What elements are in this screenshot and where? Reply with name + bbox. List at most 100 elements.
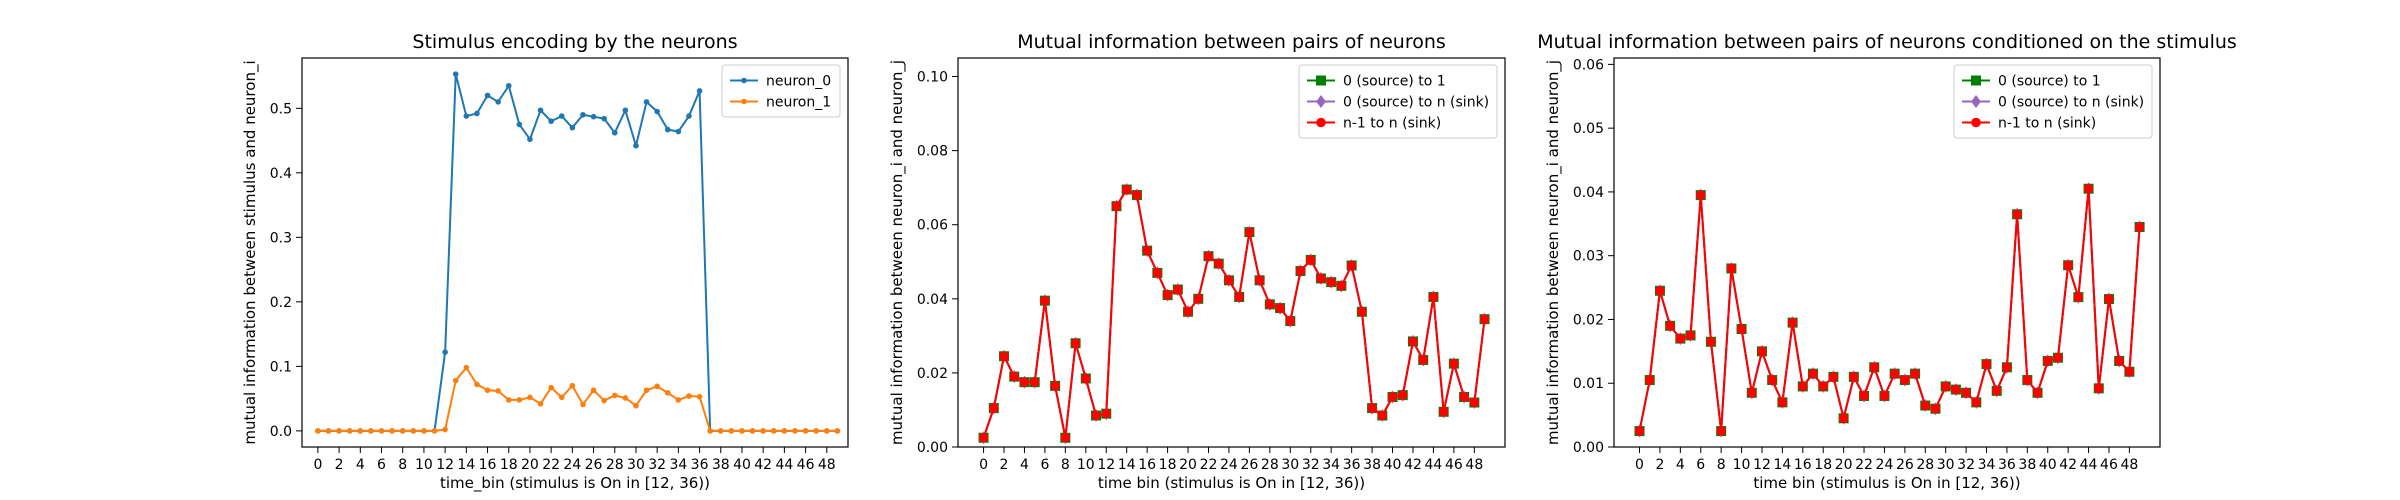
- data-point: [760, 428, 766, 434]
- data-point: [580, 111, 586, 118]
- data-point: [357, 428, 364, 434]
- x-tick-label: 22: [1200, 457, 1218, 473]
- x-tick-label: 18: [1814, 457, 1832, 473]
- data-point: [1675, 333, 1686, 344]
- x-tick-label: 24: [1876, 457, 1894, 473]
- data-point: [1019, 377, 1030, 387]
- data-point: [622, 107, 629, 114]
- data-point: [1777, 397, 1788, 408]
- data-point: [1818, 381, 1829, 392]
- x-tick-label: 36: [1343, 457, 1361, 473]
- x-tick-label: 42: [2059, 457, 2077, 473]
- data-point: [1101, 408, 1112, 419]
- data-point: [442, 426, 448, 433]
- data-point: [1459, 392, 1469, 402]
- data-point: [580, 401, 586, 408]
- legend-box: [721, 64, 841, 118]
- chart-title: Mutual information between pairs of neur…: [1537, 31, 2237, 53]
- x-tick-label: 38: [712, 457, 730, 473]
- x-tick-label: 14: [457, 457, 475, 473]
- y-axis-label: mutual information between neuron_i and …: [888, 60, 907, 445]
- data-point: [452, 377, 459, 384]
- data-point: [421, 428, 427, 434]
- x-tick-label: 32: [1302, 457, 1320, 473]
- x-tick-label: 4: [1020, 457, 1029, 473]
- data-point: [717, 428, 724, 434]
- data-point: [474, 381, 480, 388]
- x-tick-label: 48: [818, 457, 836, 473]
- data-point: [728, 428, 735, 434]
- y-tick-label: 0.03: [1573, 249, 1604, 265]
- x-tick-label: 34: [669, 457, 687, 473]
- data-point: [1132, 190, 1142, 200]
- x-tick-label: 10: [1077, 457, 1095, 473]
- data-point: [1367, 403, 1377, 413]
- data-point: [1295, 266, 1306, 276]
- data-point: [1070, 338, 1081, 349]
- data-point: [1838, 413, 1849, 424]
- legend: 0 (source) to 1 0 (source) to n (sink) n-1…: [1953, 64, 2153, 139]
- data-point: [463, 113, 470, 119]
- data-point: [1387, 392, 1398, 402]
- data-point: [505, 82, 512, 89]
- data-point: [675, 397, 682, 403]
- x-tick-label: 20: [1835, 457, 1853, 473]
- y-tick-label: 0.00: [1573, 440, 1604, 456]
- data-point: [1479, 314, 1490, 324]
- chart-3: Mutual information between pairs of neur…: [1537, 31, 2237, 492]
- data-point: [1244, 227, 1255, 237]
- data-point: [1767, 375, 1777, 385]
- data-point: [527, 394, 533, 401]
- legend-marker: [1316, 95, 1326, 108]
- data-point: [336, 428, 342, 434]
- data-point: [1951, 384, 1961, 395]
- data-point: [686, 113, 692, 119]
- data-point: [2104, 294, 2114, 304]
- data-point: [537, 400, 544, 407]
- x-tick-label: 24: [1220, 457, 1238, 473]
- data-point: [1060, 432, 1071, 443]
- x-tick-label: 46: [1445, 457, 1463, 473]
- legend-item: n-1 to n (sink): [1962, 116, 2096, 132]
- legend-marker: [741, 98, 747, 105]
- data-point: [1685, 330, 1696, 341]
- data-point: [1193, 294, 1204, 304]
- data-point: [2022, 375, 2033, 385]
- data-point: [611, 392, 618, 399]
- series-3: [978, 184, 1490, 443]
- data-point: [2083, 183, 2094, 194]
- data-point: [378, 428, 385, 434]
- x-tick-label: 0: [1635, 457, 1644, 473]
- y-tick-label: 0.04: [917, 292, 948, 308]
- data-point: [601, 397, 607, 404]
- x-tick-label: 4: [356, 457, 365, 473]
- data-point: [1091, 410, 1101, 421]
- data-point: [590, 113, 597, 120]
- legend-marker: [1316, 75, 1326, 86]
- data-point: [1981, 359, 1992, 369]
- data-point: [622, 395, 629, 401]
- data-point: [495, 99, 501, 105]
- data-point: [1377, 410, 1388, 421]
- y-axis-label: mutual information between neuron_i and …: [1544, 60, 1563, 445]
- data-point: [978, 432, 989, 443]
- data-point: [548, 384, 554, 391]
- x-tick-label: 34: [1978, 457, 1996, 473]
- x-tick-label: 16: [1138, 457, 1156, 473]
- legend-box: [1298, 64, 1498, 139]
- data-point: [1142, 245, 1152, 256]
- data-point: [1418, 355, 1429, 365]
- data-point: [1655, 285, 1665, 296]
- chart-title: Mutual information between pairs of neur…: [1017, 31, 1446, 53]
- data-point: [2053, 352, 2063, 363]
- data-point: [1081, 373, 1091, 384]
- data-point: [1152, 268, 1163, 278]
- data-point: [452, 71, 459, 77]
- x-tick-label: 44: [1425, 457, 1443, 473]
- legend-label: neuron_0: [766, 74, 831, 90]
- legend-item: 0 (source) to n (sink): [1307, 95, 1489, 111]
- data-point: [484, 387, 491, 394]
- data-point: [1040, 295, 1050, 306]
- x-tick-label: 16: [1794, 457, 1812, 473]
- data-point: [1726, 263, 1737, 274]
